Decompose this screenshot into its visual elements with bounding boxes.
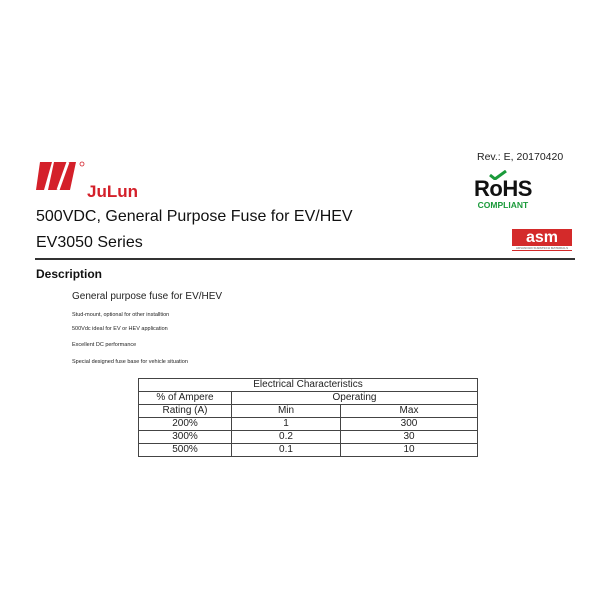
divider bbox=[35, 258, 575, 260]
document-title: 500VDC, General Purpose Fuse for EV/HEV bbox=[36, 208, 353, 225]
julun-logo-icon bbox=[36, 161, 85, 191]
asm-logo: asm ADVANCED SUBSTECH MATERIALS bbox=[512, 229, 572, 251]
list-item: Stud-mount, optional for other installti… bbox=[72, 312, 170, 318]
cell: 500% bbox=[138, 443, 232, 457]
col-header-rating-2: Rating (A) bbox=[138, 404, 232, 418]
rohs-badge: RoHS COMPLIANT bbox=[474, 170, 532, 210]
brand-name: JuLun bbox=[87, 182, 138, 201]
list-item: Excellent DC performance bbox=[72, 342, 137, 348]
rohs-compliant: COMPLIANT bbox=[477, 200, 529, 210]
col-header-rating: % of Ampere bbox=[138, 391, 232, 405]
cell: 300% bbox=[138, 430, 232, 444]
cell: 10 bbox=[340, 443, 478, 457]
revision-text: Rev.: E, 20170420 bbox=[477, 151, 564, 163]
table-row: 200% 1 300 bbox=[138, 417, 478, 431]
series-name: EV3050 Series bbox=[36, 234, 143, 251]
asm-text: asm bbox=[525, 229, 559, 246]
table-title: Electrical Characteristics bbox=[138, 378, 478, 392]
col-header-min: Min bbox=[231, 404, 341, 418]
list-item: 500Vdc ideal for EV or HEV application bbox=[72, 326, 168, 332]
col-header-operating: Operating bbox=[231, 391, 478, 405]
cell: 30 bbox=[340, 430, 478, 444]
cell: 0.2 bbox=[231, 430, 341, 444]
asm-subtext: ADVANCED SUBSTECH MATERIALS bbox=[512, 246, 572, 250]
table-row: 500% 0.1 10 bbox=[138, 443, 478, 457]
electrical-characteristics-table: Electrical Characteristics % of Ampere Op… bbox=[138, 378, 478, 457]
cell: 300 bbox=[340, 417, 478, 431]
cell: 1 bbox=[231, 417, 341, 431]
rohs-text: RoHS bbox=[474, 176, 532, 201]
list-item: Special designed fuse base for vehicle s… bbox=[72, 359, 188, 365]
col-header-max: Max bbox=[340, 404, 478, 418]
list-item: General purpose fuse for EV/HEV bbox=[72, 291, 223, 302]
checkmark-icon bbox=[489, 170, 507, 180]
description-heading: Description bbox=[36, 267, 103, 281]
table-row: 300% 0.2 30 bbox=[138, 430, 478, 444]
cell: 0.1 bbox=[231, 443, 341, 457]
cell: 200% bbox=[138, 417, 232, 431]
